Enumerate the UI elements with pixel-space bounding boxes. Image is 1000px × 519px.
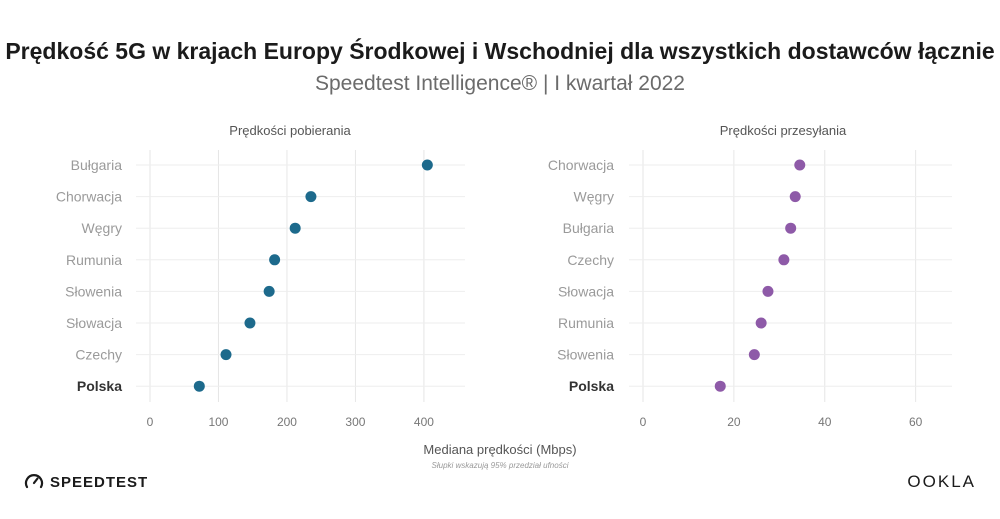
- download-tick-label: 400: [414, 415, 434, 429]
- download-tick-label: 300: [345, 415, 365, 429]
- download-point: [193, 380, 205, 392]
- upload-category-label: Chorwacja: [548, 157, 614, 173]
- upload-category-label: Słowenia: [557, 347, 614, 363]
- download-panel-title: Prędkości pobierania: [229, 123, 351, 138]
- upload-tick-label: 20: [727, 415, 741, 429]
- download-tick-label: 200: [277, 415, 297, 429]
- upload-category-label: Słowacja: [558, 283, 614, 299]
- upload-point: [789, 191, 801, 203]
- download-category-label: Bułgaria: [71, 157, 123, 173]
- download-category-label: Czechy: [75, 347, 122, 363]
- download-point: [289, 222, 301, 234]
- gauge-icon: [24, 474, 44, 489]
- speedtest-wordmark: SPEEDTEST: [50, 473, 149, 491]
- upload-category-label: Polska: [569, 378, 614, 394]
- upload-tick-label: 60: [909, 415, 923, 429]
- download-category-label: Słowenia: [65, 283, 122, 299]
- download-tick-label: 100: [208, 415, 228, 429]
- download-point: [421, 159, 433, 171]
- download-category-label: Rumunia: [66, 252, 122, 268]
- confidence-footnote: Słupki wskazują 95% przedział ufności: [431, 461, 569, 470]
- speedtest-logo: SPEEDTEST: [24, 471, 148, 493]
- ookla-logo: OOKLA: [907, 472, 976, 491]
- download-category-label: Słowacja: [66, 315, 122, 331]
- upload-category-label: Bułgaria: [563, 220, 615, 236]
- download-category-label: Węgry: [82, 220, 122, 236]
- chart-title: Prędkość 5G w krajach Europy Środkowej i…: [5, 38, 995, 64]
- x-axis-title: Mediana prędkości (Mbps): [423, 442, 577, 457]
- download-point: [263, 285, 275, 297]
- upload-category-label: Czechy: [567, 252, 614, 268]
- upload-point: [785, 222, 797, 234]
- upload-category-label: Węgry: [574, 189, 614, 205]
- upload-point: [755, 317, 767, 329]
- upload-point: [778, 254, 790, 266]
- upload-panel-title: Prędkości przesyłania: [720, 123, 847, 138]
- download-point: [220, 349, 232, 361]
- download-point: [244, 317, 256, 329]
- download-tick-label: 0: [147, 415, 154, 429]
- chart-subtitle: Speedtest Intelligence® | I kwartał 2022: [315, 72, 685, 95]
- upload-point: [762, 285, 774, 297]
- download-point: [269, 254, 281, 266]
- upload-tick-label: 40: [818, 415, 832, 429]
- upload-point: [714, 380, 726, 392]
- upload-tick-label: 0: [640, 415, 647, 429]
- upload-category-label: Rumunia: [558, 315, 614, 331]
- download-category-label: Polska: [77, 378, 122, 394]
- download-point: [305, 191, 317, 203]
- upload-point: [748, 349, 760, 361]
- upload-point: [794, 159, 806, 171]
- download-category-label: Chorwacja: [56, 189, 122, 205]
